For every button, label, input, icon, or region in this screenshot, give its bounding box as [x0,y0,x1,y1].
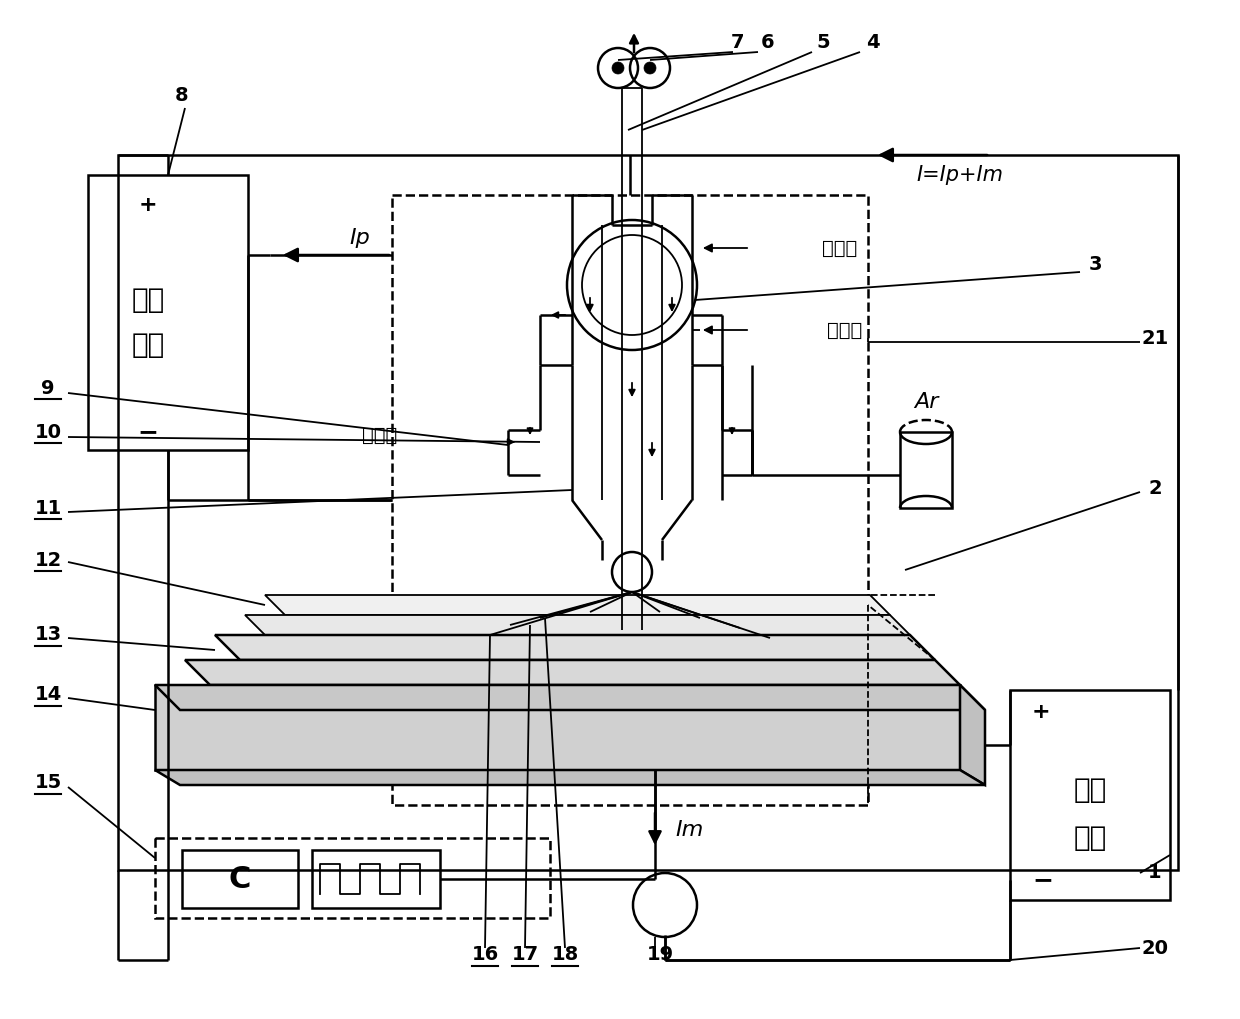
Text: 离子气: 离子气 [822,238,858,258]
Text: 21: 21 [1141,328,1168,347]
Text: 6: 6 [761,33,775,52]
Bar [182,850,298,908]
Text: 19: 19 [646,946,673,965]
Text: 14: 14 [35,686,62,704]
Polygon shape [246,615,910,635]
Text: +: + [1032,702,1050,722]
Text: Im: Im [676,820,704,840]
Polygon shape [185,660,960,685]
Text: C: C [229,864,252,894]
Bar [312,850,440,908]
Polygon shape [155,685,960,770]
Text: 2: 2 [1148,479,1162,497]
Text: 8: 8 [175,86,188,105]
Text: 17: 17 [511,946,538,965]
Polygon shape [155,685,985,710]
Circle shape [613,62,624,74]
Text: 9: 9 [41,378,55,397]
Text: 15: 15 [35,773,62,793]
Text: 电源: 电源 [1074,824,1106,852]
Text: −: − [1032,868,1053,892]
Text: Ip: Ip [350,228,371,248]
Text: 保护气: 保护气 [362,426,398,444]
Text: 1: 1 [1148,863,1162,882]
Text: 13: 13 [35,626,62,644]
Polygon shape [265,595,890,615]
Text: 5: 5 [816,33,830,52]
Text: 电源: 电源 [131,331,165,359]
Text: 11: 11 [35,498,62,518]
Text: 7: 7 [732,33,745,52]
Text: 3: 3 [1089,256,1102,274]
Bar [900,432,952,508]
Polygon shape [215,635,935,660]
Text: I=Ip+Im: I=Ip+Im [916,165,1003,185]
Bar [118,155,1178,870]
Text: 12: 12 [35,550,62,570]
Text: 冷却水: 冷却水 [827,321,863,339]
Text: 20: 20 [1142,938,1168,958]
Bar [88,175,248,450]
Text: 主路: 主路 [1074,776,1106,804]
Circle shape [644,62,656,74]
Text: 10: 10 [35,423,62,441]
Bar [1011,690,1171,900]
Bar [155,838,551,918]
Bar [392,195,868,805]
Text: +: + [139,195,157,215]
Text: Ar: Ar [914,392,939,412]
Text: 分流: 分流 [131,286,165,314]
Text: 18: 18 [552,946,579,965]
Polygon shape [960,685,985,785]
Text: 4: 4 [867,33,880,52]
Text: −: − [138,420,159,444]
Text: 16: 16 [471,946,498,965]
Polygon shape [155,770,985,785]
